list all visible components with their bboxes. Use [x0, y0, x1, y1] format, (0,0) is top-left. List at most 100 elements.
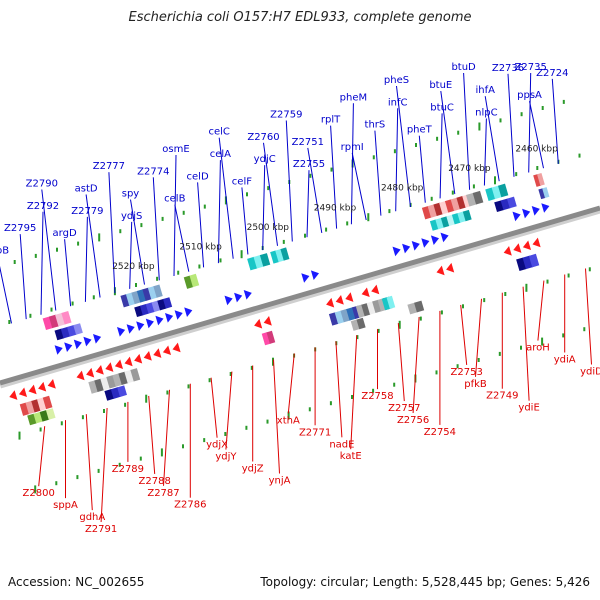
reverse-gene-arrow: [436, 265, 445, 276]
forward-gene-label: rpmI: [341, 142, 364, 153]
gene-arrow-group: [76, 342, 181, 381]
tick-mark: [515, 172, 518, 177]
reverse-gene-label: Z2791: [85, 524, 117, 535]
scale-label: 2510 kbp: [179, 243, 222, 253]
reverse-gene-label: ydiA: [554, 355, 576, 366]
gene-segment: [266, 330, 276, 344]
tick-mark: [229, 372, 232, 376]
tick-mark: [182, 210, 185, 215]
gene-block: [494, 196, 517, 212]
label-leader-line: [374, 130, 382, 216]
tick-mark: [372, 155, 375, 160]
tick-mark: [372, 388, 375, 393]
gene-block: [88, 368, 141, 394]
tick-mark: [135, 283, 137, 287]
gene-segment: [280, 247, 290, 261]
reverse-gene-label: Z2788: [139, 476, 171, 487]
reverse-gene-arrow: [143, 351, 152, 361]
gene-block: [134, 297, 173, 318]
gene-segment: [125, 292, 136, 306]
forward-gene-label: ppsA: [517, 90, 542, 101]
forward-gene-label: Z2777: [93, 161, 125, 172]
label-leader-line: [218, 137, 234, 259]
tick-mark: [494, 176, 496, 185]
label-leader-line: [263, 142, 278, 246]
tick-mark: [34, 253, 37, 258]
tick-mark: [81, 415, 84, 420]
gene-segment: [163, 297, 173, 309]
gene-block: [27, 408, 56, 426]
gene-arrow-group: [116, 307, 193, 337]
forward-gene-label: celC: [208, 127, 229, 138]
gene-block: [466, 190, 484, 207]
label-leader-line: [262, 165, 266, 251]
gene-arrow-group: [224, 290, 252, 306]
tick-mark: [240, 250, 243, 259]
forward-gene-label: pheT: [407, 125, 433, 136]
tick-mark: [145, 394, 148, 403]
forward-gene-arrow: [234, 292, 243, 303]
forward-gene-label: btuE: [429, 80, 452, 91]
label-leader-line: [350, 335, 358, 450]
forward-gene-label: Z2779: [71, 206, 103, 217]
forward-gene-arrow: [430, 235, 440, 246]
gene-segment: [120, 294, 130, 308]
reverse-gene-arrow: [326, 297, 335, 308]
reverse-gene-arrow: [345, 292, 354, 302]
gene-segment: [136, 289, 147, 303]
scale-label: 2470 kbp: [448, 164, 491, 174]
reverse-gene-arrow: [18, 387, 28, 398]
reverse-gene-arrow: [162, 345, 172, 356]
gene-segment: [356, 317, 366, 330]
reverse-gene-label: ydiE: [518, 403, 539, 414]
reverse-gene-arrow: [172, 342, 181, 353]
reverse-gene-label: Z2753: [451, 367, 483, 378]
label-leader-line: [225, 371, 233, 450]
gene-segment: [542, 187, 550, 199]
forward-gene-arrow: [83, 336, 92, 347]
topology-text: Topology: circular; Length: 5,528,445 bp…: [260, 575, 590, 589]
forward-gene-arrow: [155, 315, 164, 326]
tick-mark: [124, 402, 127, 407]
reverse-gene-label: Z2749: [486, 391, 518, 402]
gene-segment: [270, 250, 280, 264]
label-leader-line: [85, 194, 101, 298]
forward-gene-label: osmE: [162, 144, 189, 155]
tick-mark: [55, 481, 58, 486]
gene-arrow-group: [503, 237, 541, 256]
label-leader-line: [484, 96, 500, 182]
tick-mark: [29, 313, 32, 318]
gene-segment: [366, 301, 377, 315]
tick-mark: [377, 328, 380, 333]
scale-labels: 2460 kbp 2470 kbp 2480 kbp 2490 kbp 2500 kbp…: [112, 145, 558, 273]
reverse-gene-arrow: [446, 262, 455, 273]
tick-mark: [119, 229, 122, 234]
reverse-gene-label: Z2800: [23, 488, 55, 499]
label-leader-line: [129, 221, 133, 289]
tick-mark: [346, 221, 349, 226]
forward-gene-label: btuC: [430, 102, 454, 113]
reverse-gene-arrow: [86, 367, 95, 378]
tick-mark: [498, 351, 501, 356]
forward-gene-label: infC: [388, 97, 408, 108]
tick-mark: [98, 233, 101, 242]
gene-arrow-group: [392, 232, 449, 257]
gene-block: [407, 300, 425, 315]
reverse-gene-label: ydjY: [215, 452, 237, 463]
tick-mark: [578, 153, 581, 158]
label-leader-line: [130, 199, 145, 285]
gene-segment: [381, 297, 391, 311]
gene-block: [270, 247, 290, 264]
gene-segment: [42, 395, 53, 410]
scale-label: 2520 kbp: [112, 262, 155, 272]
tick-mark: [203, 438, 206, 443]
gene-segment: [147, 286, 158, 300]
tick-mark: [118, 462, 121, 467]
tick-mark: [351, 395, 353, 399]
label-leader-line: [483, 118, 487, 186]
gene-arrow-group: [301, 270, 320, 283]
label-leader-line: [306, 170, 310, 238]
label-leader-line: [100, 407, 108, 523]
label-leader-line: [173, 154, 177, 277]
label-leader-line: [463, 72, 471, 190]
